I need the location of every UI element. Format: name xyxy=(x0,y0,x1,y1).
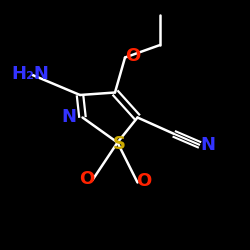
Text: O: O xyxy=(136,172,152,190)
Text: O: O xyxy=(125,47,140,65)
Text: O: O xyxy=(78,170,94,188)
Text: N: N xyxy=(61,108,76,126)
Text: S: S xyxy=(112,135,125,153)
Text: N: N xyxy=(200,136,215,154)
Text: H₂N: H₂N xyxy=(11,65,49,83)
